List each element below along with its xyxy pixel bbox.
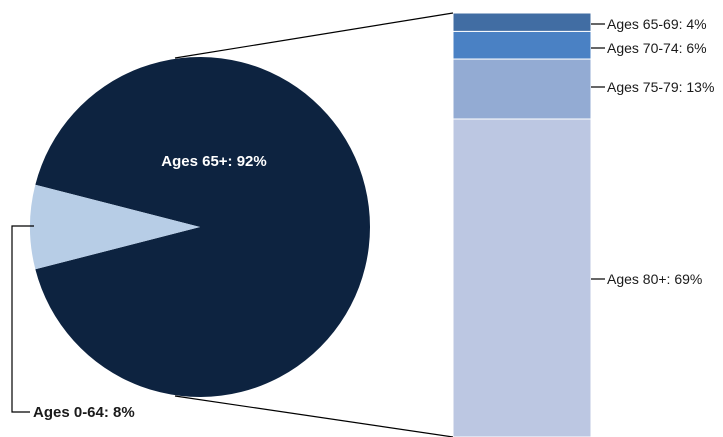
bar-label-ages-75-79: Ages 75-79: 13% xyxy=(607,79,714,95)
bar-label-ages-65-69: Ages 65-69: 4% xyxy=(607,16,707,32)
bar-segment-ages-80 xyxy=(452,118,592,437)
bar-segment-ages-70-74 xyxy=(452,30,592,60)
pie-slice-ages-0-64 xyxy=(30,184,201,270)
leader-line-ages-0-64 xyxy=(11,225,34,413)
bar-label-ages-70-74: Ages 70-74: 6% xyxy=(607,40,707,56)
bar-segment-ages-65-69 xyxy=(452,12,592,32)
pie-label-ages-65: Ages 65+: 92% xyxy=(161,153,266,170)
stacked-bar xyxy=(452,12,592,437)
pie-slice-ages-65 xyxy=(35,57,371,398)
labels: Ages 65+: 92% Ages 0-64: 8% Ages 65-69: 4%… xyxy=(11,16,714,421)
connector-line-bottom xyxy=(174,395,454,437)
pie-label-ages-0-64: Ages 0-64: 8% xyxy=(33,404,135,421)
bar-segment-ages-75-79 xyxy=(452,58,592,120)
connector-lines xyxy=(174,12,454,437)
connector-line-top xyxy=(174,12,454,59)
pie xyxy=(30,57,371,398)
bar-label-ages-80: Ages 80+: 69% xyxy=(607,271,702,287)
